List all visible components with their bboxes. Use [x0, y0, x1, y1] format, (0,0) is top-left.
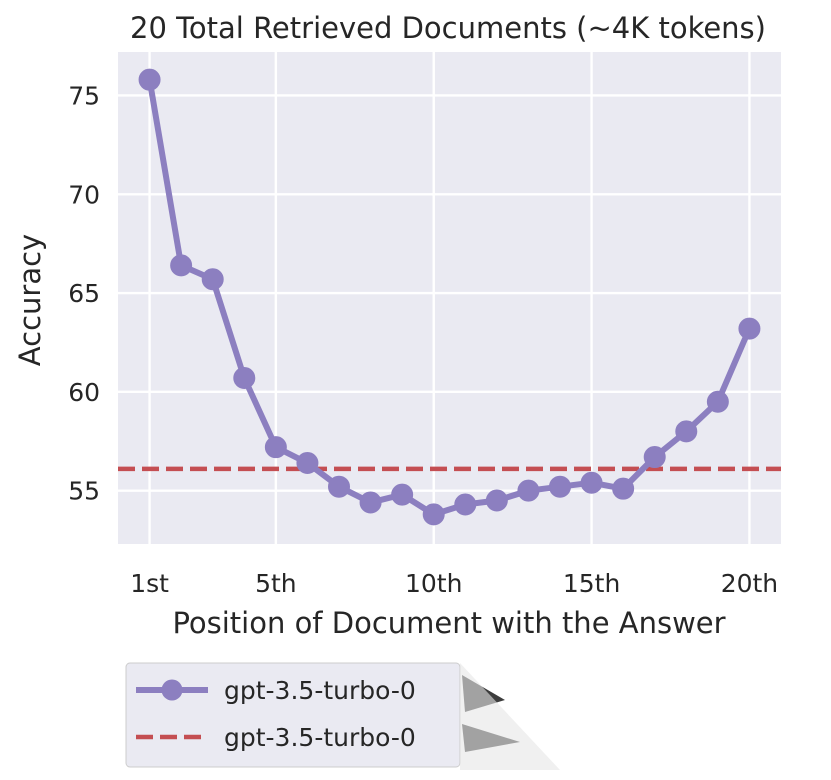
legend: gpt-3.5-turbo-0 gpt-3.5-turbo-0: [125, 662, 560, 770]
data-point: [485, 489, 508, 512]
data-point: [328, 475, 350, 498]
data-point: [517, 479, 540, 502]
series-layer: [118, 68, 781, 526]
data-point: [422, 503, 445, 526]
data-point: [170, 254, 193, 277]
x-tick-label: 15th: [563, 569, 620, 598]
x-tick-label: 1st: [130, 569, 169, 598]
data-point: [580, 471, 603, 494]
data-point: [201, 268, 224, 291]
y-tick-label: 55: [68, 477, 100, 506]
data-point: [612, 477, 635, 500]
x-tick-labels: 1st 5th 10th 15th 20th: [130, 569, 778, 598]
data-point: [643, 446, 666, 469]
data-point: [549, 475, 571, 498]
chart-title: 20 Total Retrieved Documents (~4K tokens…: [130, 11, 766, 45]
x-tick-label: 10th: [405, 569, 462, 598]
grid-lines: [118, 52, 781, 544]
y-tick-label: 60: [68, 378, 100, 407]
data-point: [233, 367, 256, 390]
x-axis-label: Position of Document with the Answer: [172, 606, 725, 640]
x-tick-label: 5th: [255, 569, 297, 598]
data-point: [706, 390, 729, 413]
data-point: [391, 483, 414, 506]
legend-label-series-2: gpt-3.5-turbo-0: [224, 723, 416, 752]
plot-area: [118, 52, 781, 544]
legend-marker-sample: [161, 679, 183, 701]
legend-label-series-1: gpt-3.5-turbo-0: [224, 676, 416, 705]
y-tick-label: 70: [68, 180, 100, 209]
y-tick-labels: 55 60 65 70 75: [68, 81, 100, 505]
data-point: [296, 451, 319, 474]
legend-fade-wedge: [460, 663, 560, 770]
data-point: [138, 68, 161, 91]
y-tick-label: 75: [68, 81, 100, 110]
y-axis-label: Accuracy: [13, 234, 47, 366]
data-point: [454, 493, 477, 516]
data-point: [359, 491, 382, 514]
data-point: [738, 317, 761, 340]
legend-swatch-line-marker: [136, 679, 208, 701]
data-point: [675, 420, 698, 443]
data-point: [264, 436, 287, 459]
y-tick-label: 65: [68, 279, 100, 308]
x-tick-label: 20th: [721, 569, 778, 598]
